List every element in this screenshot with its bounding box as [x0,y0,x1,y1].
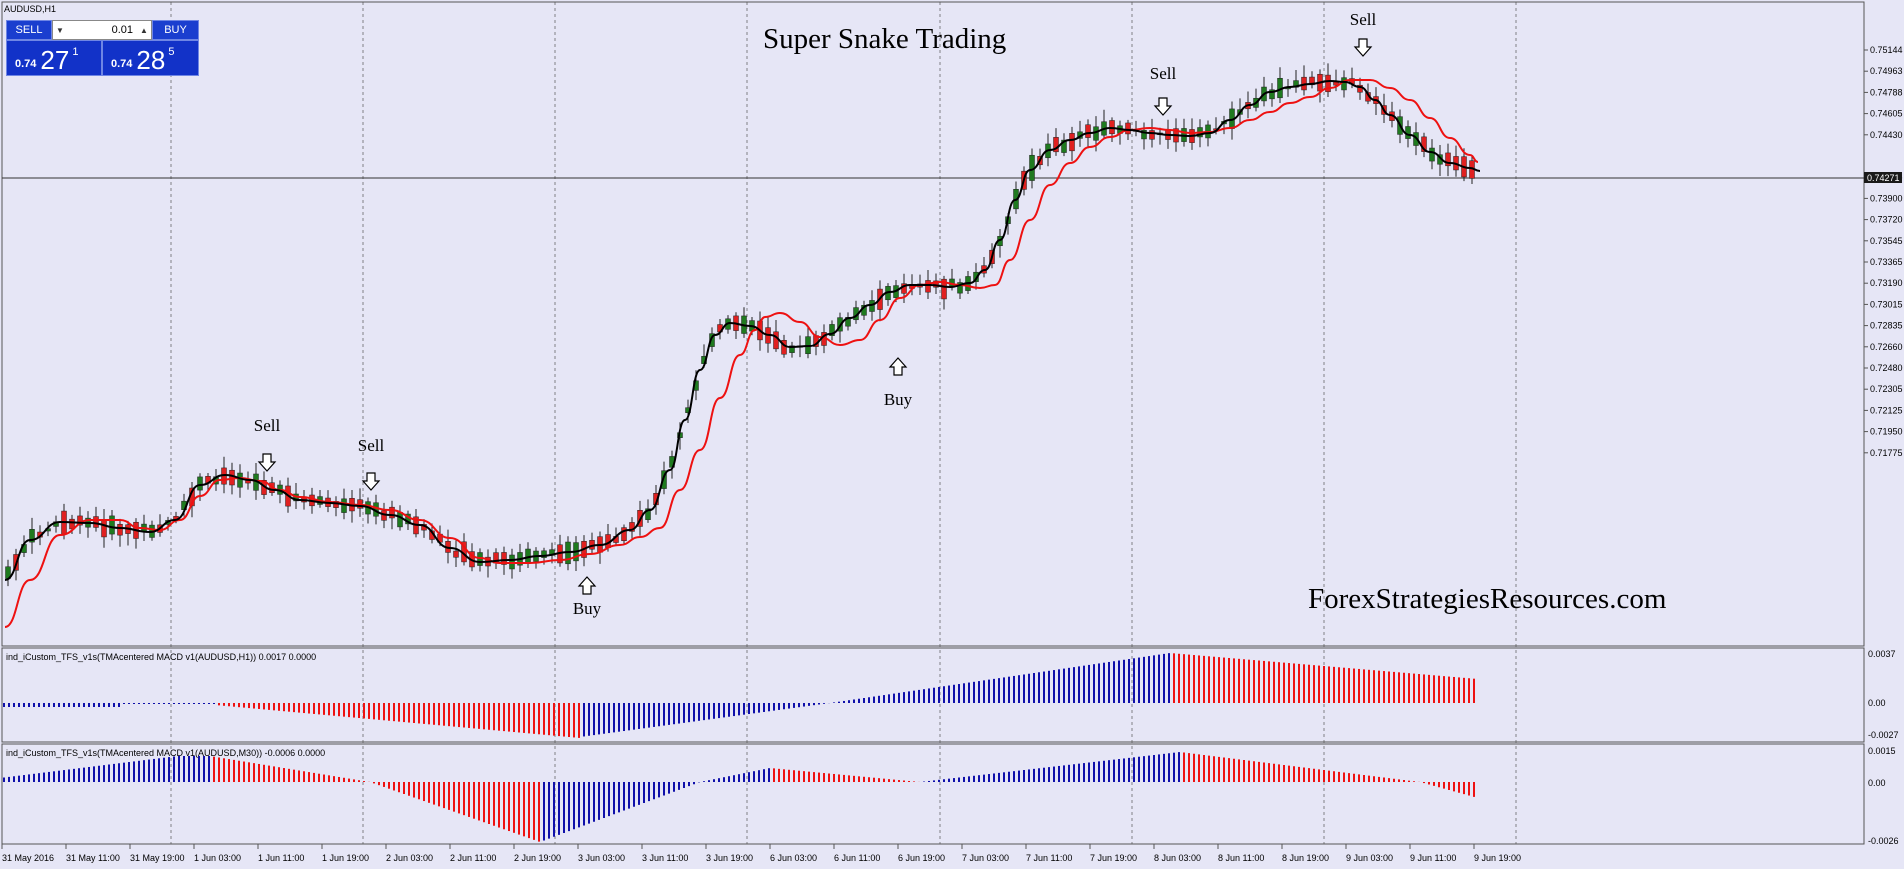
time-axis-label: 7 Jun 03:00 [962,853,1009,863]
price-axis-label: 0.74963 [1870,66,1903,76]
time-axis-label: 31 May 19:00 [130,853,185,863]
price-axis-label: 0.72125 [1870,405,1903,415]
price-axis-label: 0.72480 [1870,363,1903,373]
arrow-down-icon [361,472,381,491]
buy-price-sup: 5 [168,46,175,58]
sell-price-sup: 1 [72,46,79,58]
ind1-axis-zero: 0.00 [1868,698,1886,708]
price-axis-label: 0.73365 [1870,257,1903,267]
ind1-axis-top: 0.0037 [1868,649,1896,659]
time-axis-label: 31 May 11:00 [66,853,120,863]
time-axis: 31 May 2016 31 May 11:00 31 May 19:00 1 Jun… [1,844,1521,863]
buy-price-prefix: 0.74 [111,58,133,70]
price-axis-label: 0.71950 [1870,427,1903,437]
time-axis-label: 1 Jun 03:00 [194,853,241,863]
time-axis-label: 2 Jun 11:00 [450,853,496,863]
signal-label: Buy [884,390,913,409]
price-axis-label: 0.73900 [1870,193,1903,203]
time-axis-label: 3 Jun 19:00 [706,853,753,863]
time-axis-label: 8 Jun 03:00 [1154,853,1201,863]
time-axis-label: 9 Jun 03:00 [1346,853,1393,863]
buy-price-big: 28 [136,45,166,75]
one-click-trading-panel: SELL ▼ 0.01 ▲ BUY 0.74 27 1 0.74 28 5 [6,20,199,76]
signal-label: Sell [1150,64,1177,83]
price-axis-label: 0.75144 [1870,45,1903,55]
time-axis-label: 6 Jun 11:00 [834,853,880,863]
vertical-gridlines [170,2,1517,844]
time-axis-label: 2 Jun 03:00 [386,853,433,863]
indicator1-label: ind_iCustom_TFS_v1s(TMAcentered MACD v1(… [6,652,316,662]
ind1-axis-bottom: -0.0027 [1868,730,1899,740]
time-axis-label: 1 Jun 19:00 [322,853,369,863]
signal-label: Buy [573,599,602,618]
price-axis-label: 0.74430 [1870,130,1903,140]
price-axis-label: 0.73190 [1870,278,1903,288]
time-axis-label: 6 Jun 19:00 [898,853,945,863]
arrow-down-icon [1153,97,1173,116]
chart-title: Super Snake Trading [763,23,1006,55]
price-axis-label: 0.72305 [1870,384,1903,394]
lot-increase-icon[interactable]: ▲ [140,25,148,35]
price-axis-label: 0.72835 [1870,321,1903,331]
signal-label: Sell [1350,10,1377,29]
sell-price[interactable]: 0.74 27 1 [6,40,102,76]
indicator2-label: ind_iCustom_TFS_v1s(TMAcentered MACD v1(… [6,748,325,758]
time-axis-label: 2 Jun 19:00 [514,853,561,863]
arrow-down-icon [1353,38,1373,57]
price-axis-label: 0.74788 [1870,87,1903,97]
time-axis-label: 31 May 2016 [2,853,54,863]
watermark-text: ForexStrategiesResources.com [1308,583,1667,615]
arrow-down-icon [257,453,277,472]
time-axis-label: 8 Jun 19:00 [1282,853,1329,863]
sell-price-big: 27 [40,45,70,75]
time-axis-label: 7 Jun 11:00 [1026,853,1072,863]
fast-ma-line [4,79,1481,581]
sell-price-prefix: 0.74 [15,58,37,70]
slow-ma-line [4,79,1479,628]
indicator1-histogram [3,653,1475,738]
lot-decrease-icon[interactable]: ▼ [56,25,64,35]
main-chart-frame [1,1,1865,647]
time-axis-label: 9 Jun 19:00 [1474,853,1521,863]
price-axis-label: 0.72660 [1870,342,1903,352]
price-axis-label: 0.74605 [1870,109,1903,119]
arrow-up-icon [577,576,597,595]
time-axis-label: 7 Jun 19:00 [1090,853,1137,863]
price-axis-label: 0.73720 [1870,215,1903,225]
price-axis: 0.751440.749630.747880.746050.744300.740… [1864,45,1903,458]
time-axis-label: 3 Jun 11:00 [642,853,688,863]
sell-button[interactable]: SELL [6,20,52,40]
lot-size-field[interactable]: ▼ 0.01 ▲ [52,20,152,40]
time-axis-label: 6 Jun 03:00 [770,853,817,863]
indicator2-histogram [3,752,1475,842]
signal-label: Sell [358,436,385,455]
time-axis-label: 3 Jun 03:00 [578,853,625,863]
buy-button[interactable]: BUY [152,20,199,40]
price-axis-label: 0.71775 [1870,448,1903,458]
price-axis-label: 0.73545 [1870,236,1903,246]
ind2-axis-zero: 0.00 [1868,778,1886,788]
indicator2-frame [1,743,1865,845]
signal-annotations: Sell Sell Buy Buy Sell Sell [254,10,1377,618]
signal-label: Sell [254,416,281,435]
arrow-up-icon [888,357,908,376]
time-axis-label: 9 Jun 11:00 [1410,853,1456,863]
price-axis-label: 0.73015 [1870,299,1903,309]
lot-size-value[interactable]: 0.01 [111,24,133,36]
symbol-label: AUDUSD,H1 [4,4,56,14]
buy-price[interactable]: 0.74 28 5 [102,40,199,76]
current-price-label: 0.74271 [1867,173,1900,183]
time-axis-label: 8 Jun 11:00 [1218,853,1264,863]
ind2-axis-top: 0.0015 [1868,746,1896,756]
ind2-axis-bottom: -0.0026 [1868,836,1899,846]
time-axis-label: 1 Jun 11:00 [258,853,304,863]
